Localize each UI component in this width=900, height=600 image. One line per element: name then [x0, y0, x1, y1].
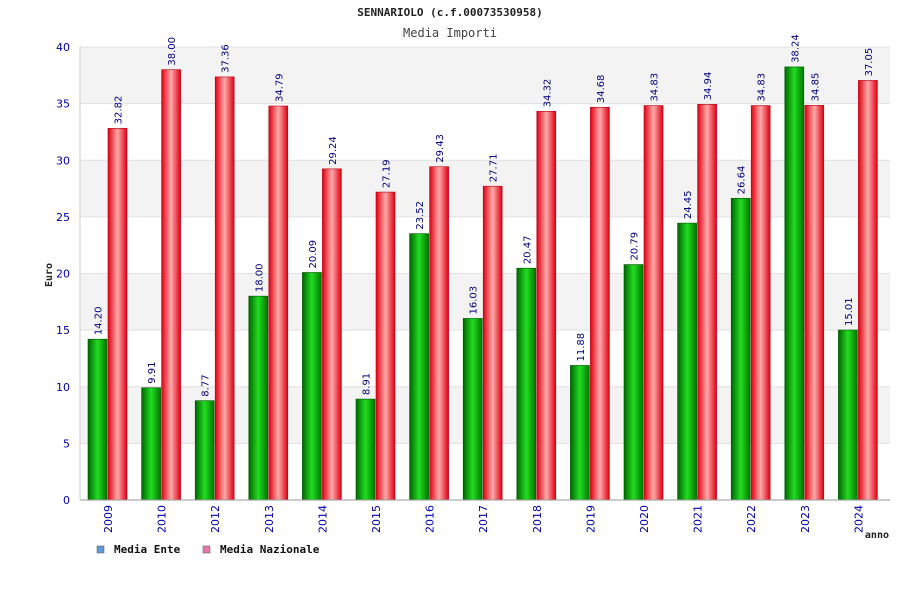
bar-media-nazionale	[107, 128, 128, 501]
bar-media-nazionale	[161, 69, 181, 501]
bar-media-ente	[516, 267, 537, 501]
y-tick-label: 30	[56, 154, 70, 167]
bar-media-nazionale	[214, 76, 235, 501]
bar-media-ente	[730, 198, 751, 501]
x-axis-title: anno	[865, 530, 889, 541]
y-tick-label: 10	[56, 381, 70, 394]
y-axis-ticks: 0 5 10 15 20 25 30 35 40	[56, 41, 70, 507]
bar-media-ente	[623, 264, 644, 501]
value-label-media-ente: 20.47	[522, 236, 533, 265]
x-tick-label: 2019	[584, 505, 597, 533]
y-tick-label: 25	[56, 211, 70, 224]
bar-media-ente	[87, 338, 108, 501]
chart-subtitle: Media Importi	[403, 26, 497, 40]
bar-media-ente	[355, 398, 376, 501]
value-label-media-ente: 26.64	[737, 166, 748, 195]
bar-media-ente	[570, 365, 590, 501]
bar-media-ente	[677, 222, 697, 501]
value-label-media-nazionale: 34.83	[650, 73, 661, 102]
value-label-media-nazionale: 34.79	[274, 73, 285, 102]
value-label-media-nazionale: 37.36	[221, 44, 232, 73]
x-tick-label: 2010	[156, 505, 169, 533]
value-labels: 14.20 32.82 9.91 38.00 8.77 37.36 18.00 34.79 20…	[94, 34, 875, 396]
bars	[87, 66, 878, 501]
y-tick-label: 0	[63, 494, 70, 507]
bar-media-nazionale	[858, 80, 878, 501]
value-label-media-ente: 23.52	[415, 201, 426, 230]
x-tick-label: 2017	[477, 505, 490, 533]
bar-media-ente	[248, 295, 269, 501]
x-tick-label: 2020	[638, 505, 651, 533]
legend-label-media-nazionale: Media Nazionale	[220, 543, 320, 556]
x-tick-label: 2016	[424, 505, 437, 533]
x-tick-label: 2009	[102, 505, 115, 533]
y-tick-label: 40	[56, 41, 70, 54]
bar-media-nazionale	[536, 111, 557, 501]
value-label-media-nazionale: 34.94	[703, 72, 714, 101]
value-label-media-ente: 24.45	[683, 190, 694, 219]
bar-media-ente	[302, 272, 322, 501]
bar-media-nazionale	[697, 104, 717, 501]
legend-label-media-ente: Media Ente	[114, 543, 181, 556]
y-tick-label: 15	[56, 324, 70, 337]
legend: Media Ente Media Nazionale	[96, 543, 320, 556]
x-axis-ticks: 2009 2010 2012 2013 2014 2015 2016 2017 2018 2019…	[102, 505, 865, 533]
y-tick-label: 20	[56, 268, 70, 281]
value-label-media-ente: 20.09	[308, 240, 319, 269]
x-tick-label: 2021	[692, 505, 705, 533]
bar-media-nazionale	[643, 105, 664, 501]
value-label-media-nazionale: 37.05	[864, 48, 875, 77]
legend-swatch-media-nazionale	[202, 545, 211, 554]
value-label-media-nazionale: 34.85	[810, 73, 821, 102]
bar-media-ente	[194, 400, 215, 501]
bar-media-ente	[462, 318, 483, 501]
value-label-media-ente: 8.91	[362, 373, 373, 395]
value-label-media-ente: 14.20	[94, 307, 105, 336]
bar-media-nazionale	[482, 185, 503, 501]
value-label-media-ente: 9.91	[147, 362, 158, 384]
value-label-media-nazionale: 27.71	[489, 154, 500, 183]
x-tick-label: 2024	[852, 505, 865, 533]
value-label-media-ente: 8.77	[201, 374, 212, 396]
bar-media-nazionale	[375, 191, 396, 501]
x-tick-label: 2012	[209, 505, 222, 533]
bar-media-ente	[141, 387, 161, 501]
value-label-media-ente: 16.03	[469, 286, 480, 315]
y-tick-label: 35	[56, 98, 70, 111]
value-label-media-ente: 11.88	[576, 333, 587, 362]
bar-media-nazionale	[750, 105, 771, 501]
value-label-media-ente: 38.24	[790, 34, 801, 63]
x-tick-label: 2023	[799, 505, 812, 533]
value-label-media-nazionale: 34.83	[757, 73, 768, 102]
x-tick-label: 2022	[745, 505, 758, 533]
value-label-media-nazionale: 34.68	[596, 75, 607, 104]
bar-media-ente	[409, 233, 429, 501]
value-label-media-nazionale: 29.24	[328, 136, 339, 165]
value-label-media-ente: 18.00	[254, 264, 265, 293]
bar-media-ente	[838, 329, 858, 501]
bar-media-nazionale	[322, 168, 342, 501]
x-tick-label: 2014	[316, 505, 329, 533]
value-label-media-nazionale: 27.19	[382, 159, 393, 188]
x-tick-label: 2013	[263, 505, 276, 533]
bar-media-nazionale	[804, 105, 825, 501]
value-label-media-ente: 20.79	[630, 232, 641, 261]
value-label-media-nazionale: 32.82	[114, 96, 125, 125]
legend-swatch-media-ente	[96, 545, 105, 554]
value-label-media-nazionale: 29.43	[435, 134, 446, 163]
grid-band	[80, 47, 890, 104]
chart-title: SENNARIOLO (c.f.00073530958)	[357, 6, 542, 19]
bar-media-ente	[784, 66, 805, 501]
bar-media-nazionale	[429, 166, 449, 501]
bar-media-nazionale	[590, 106, 610, 501]
value-label-media-ente: 15.01	[844, 297, 855, 326]
x-tick-label: 2018	[531, 505, 544, 533]
y-tick-label: 5	[63, 437, 70, 450]
x-tick-label: 2015	[370, 505, 383, 533]
value-label-media-nazionale: 38.00	[167, 37, 178, 66]
bar-media-nazionale	[268, 105, 289, 501]
value-label-media-nazionale: 34.32	[542, 79, 553, 108]
y-axis-title: Euro	[44, 263, 55, 287]
